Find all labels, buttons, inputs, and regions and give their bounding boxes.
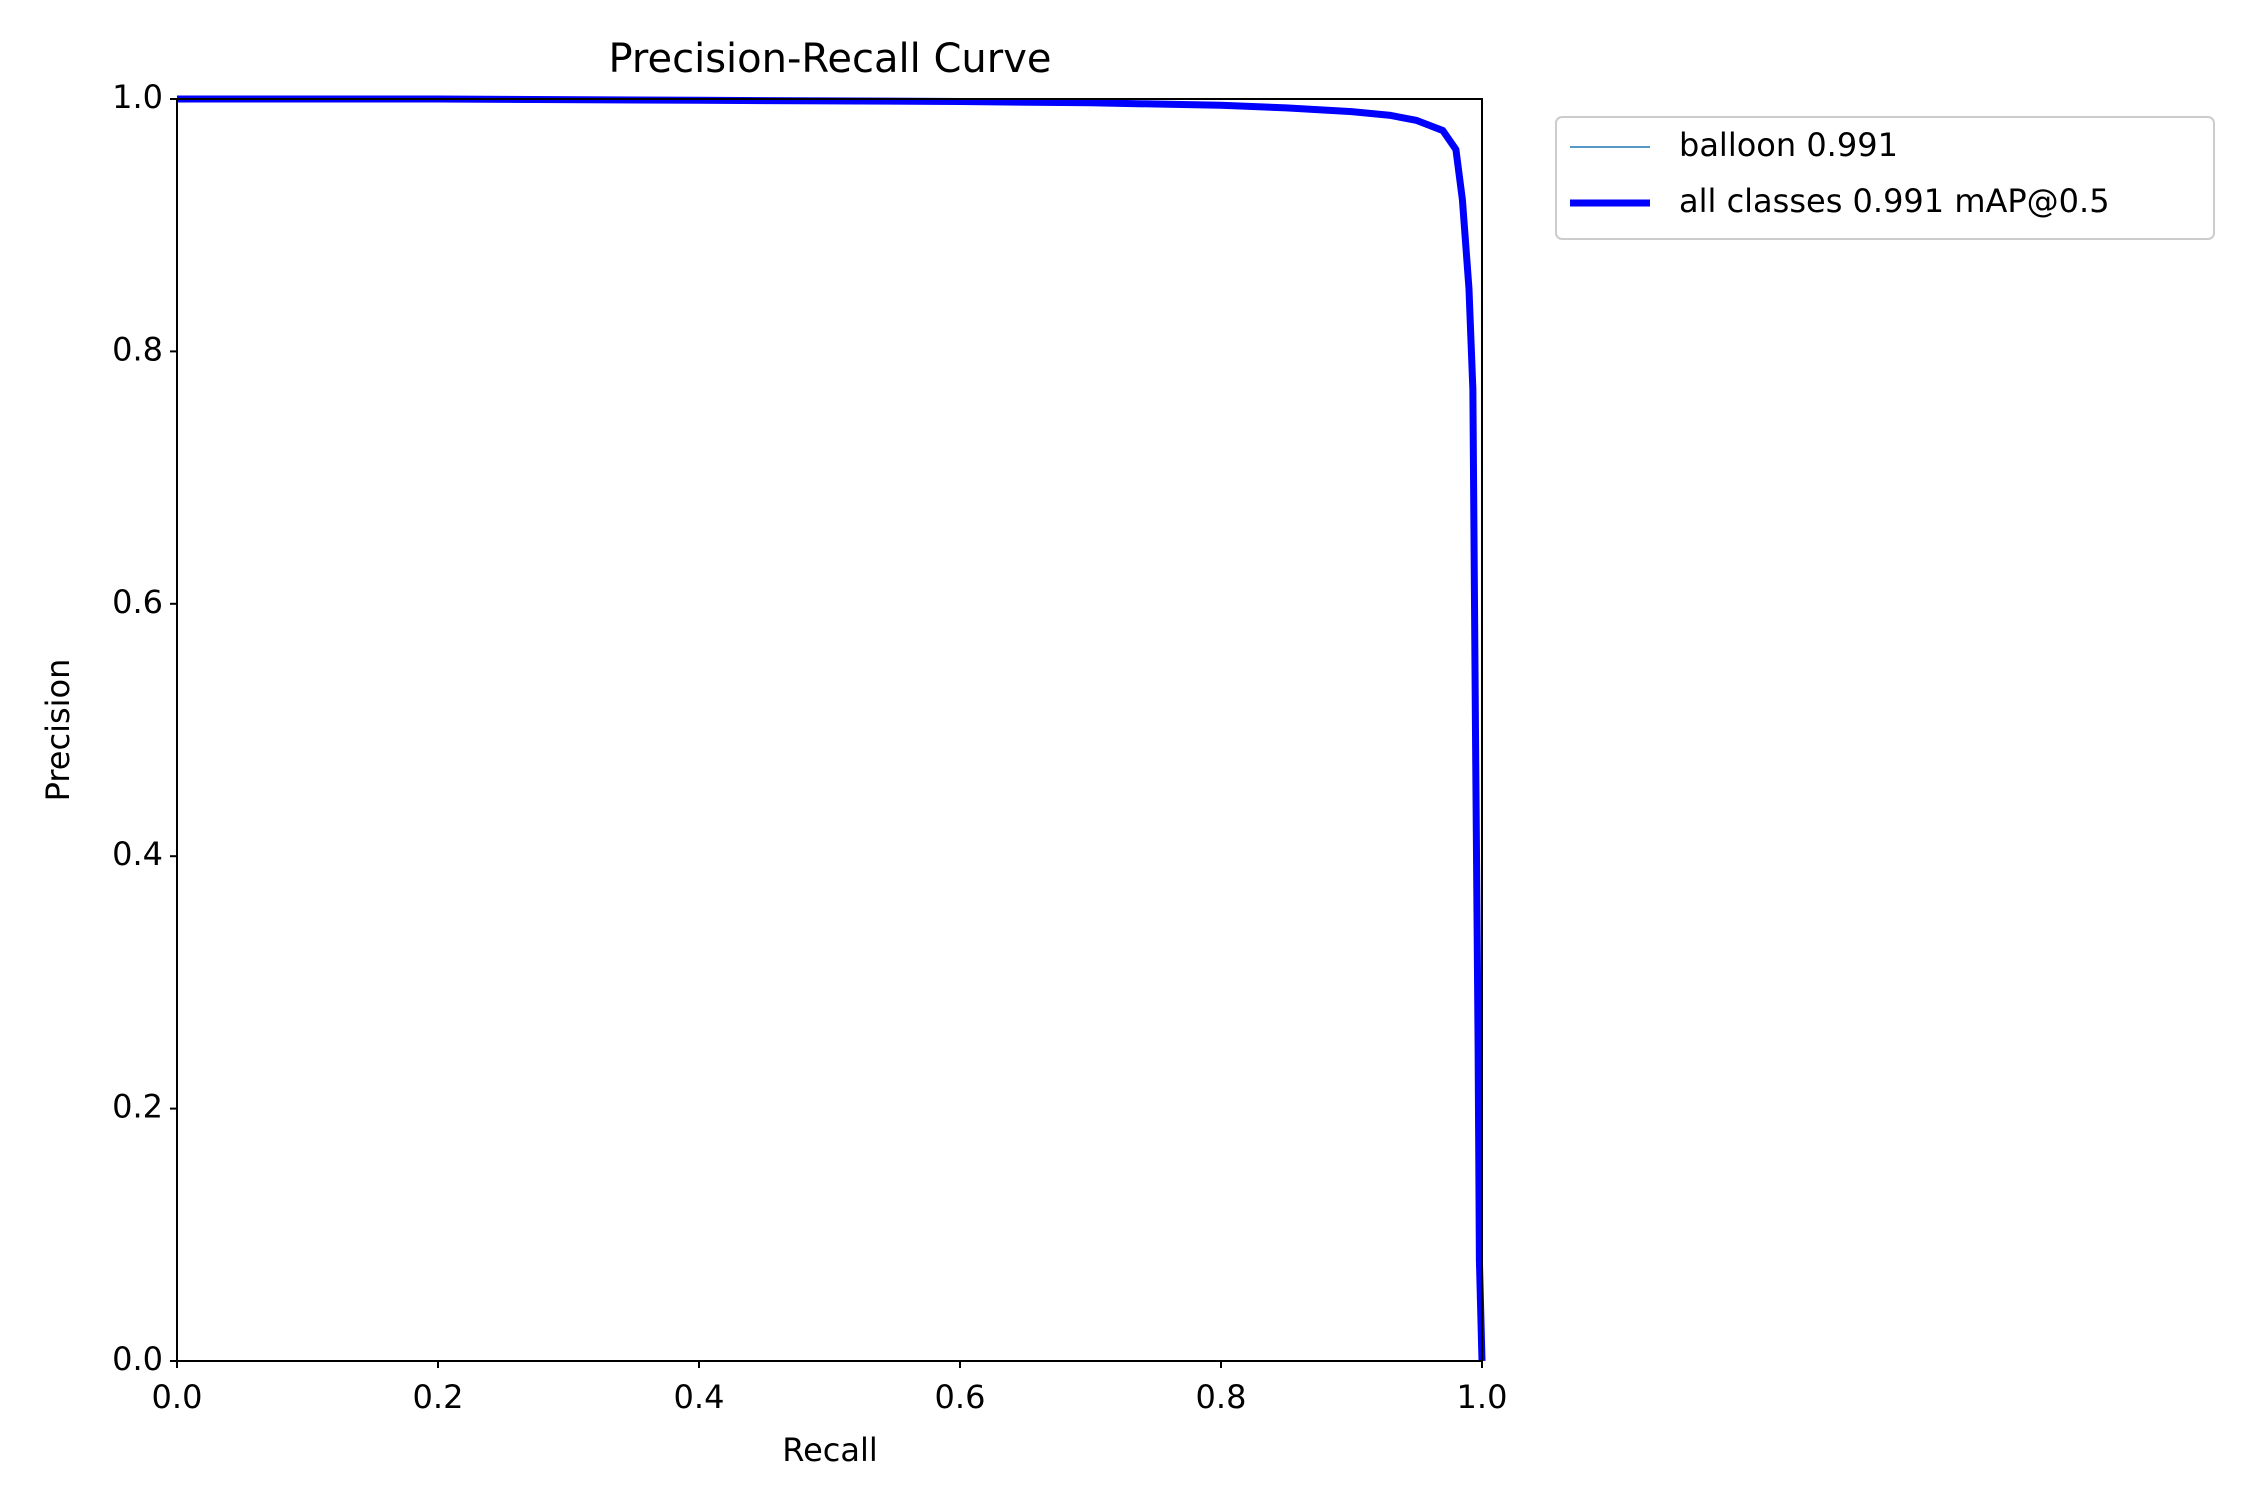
series-line <box>177 95 1486 1362</box>
x-tick-label: 0.0 <box>152 1378 203 1416</box>
y-tick-label: 1.0 <box>112 78 163 116</box>
plot-area <box>177 95 1486 1362</box>
x-tick-label: 0.6 <box>935 1378 986 1416</box>
x-tick-label: 0.2 <box>413 1378 464 1416</box>
legend-label: balloon 0.991 <box>1679 126 1898 164</box>
y-tick-label: 0.2 <box>112 1088 163 1126</box>
legend-label: all classes 0.991 mAP@0.5 <box>1679 182 2110 220</box>
chart-title: Precision-Recall Curve <box>609 36 1052 82</box>
y-tick-label: 0.8 <box>112 330 163 368</box>
y-tick-label: 0.6 <box>112 583 163 621</box>
x-tick-label: 1.0 <box>1457 1378 1508 1416</box>
y-axis-label: Precision <box>39 659 77 802</box>
axes-frame <box>176 98 1483 1362</box>
legend <box>1555 116 2215 240</box>
y-tick-label: 0.0 <box>112 1340 163 1378</box>
x-axis-label: Recall <box>782 1431 877 1469</box>
y-tick-label: 0.4 <box>112 835 163 873</box>
x-tick-label: 0.4 <box>674 1378 725 1416</box>
x-tick-label: 0.8 <box>1196 1378 1247 1416</box>
